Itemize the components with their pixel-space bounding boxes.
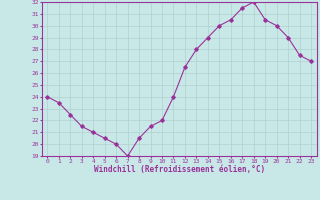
X-axis label: Windchill (Refroidissement éolien,°C): Windchill (Refroidissement éolien,°C) xyxy=(94,165,265,174)
